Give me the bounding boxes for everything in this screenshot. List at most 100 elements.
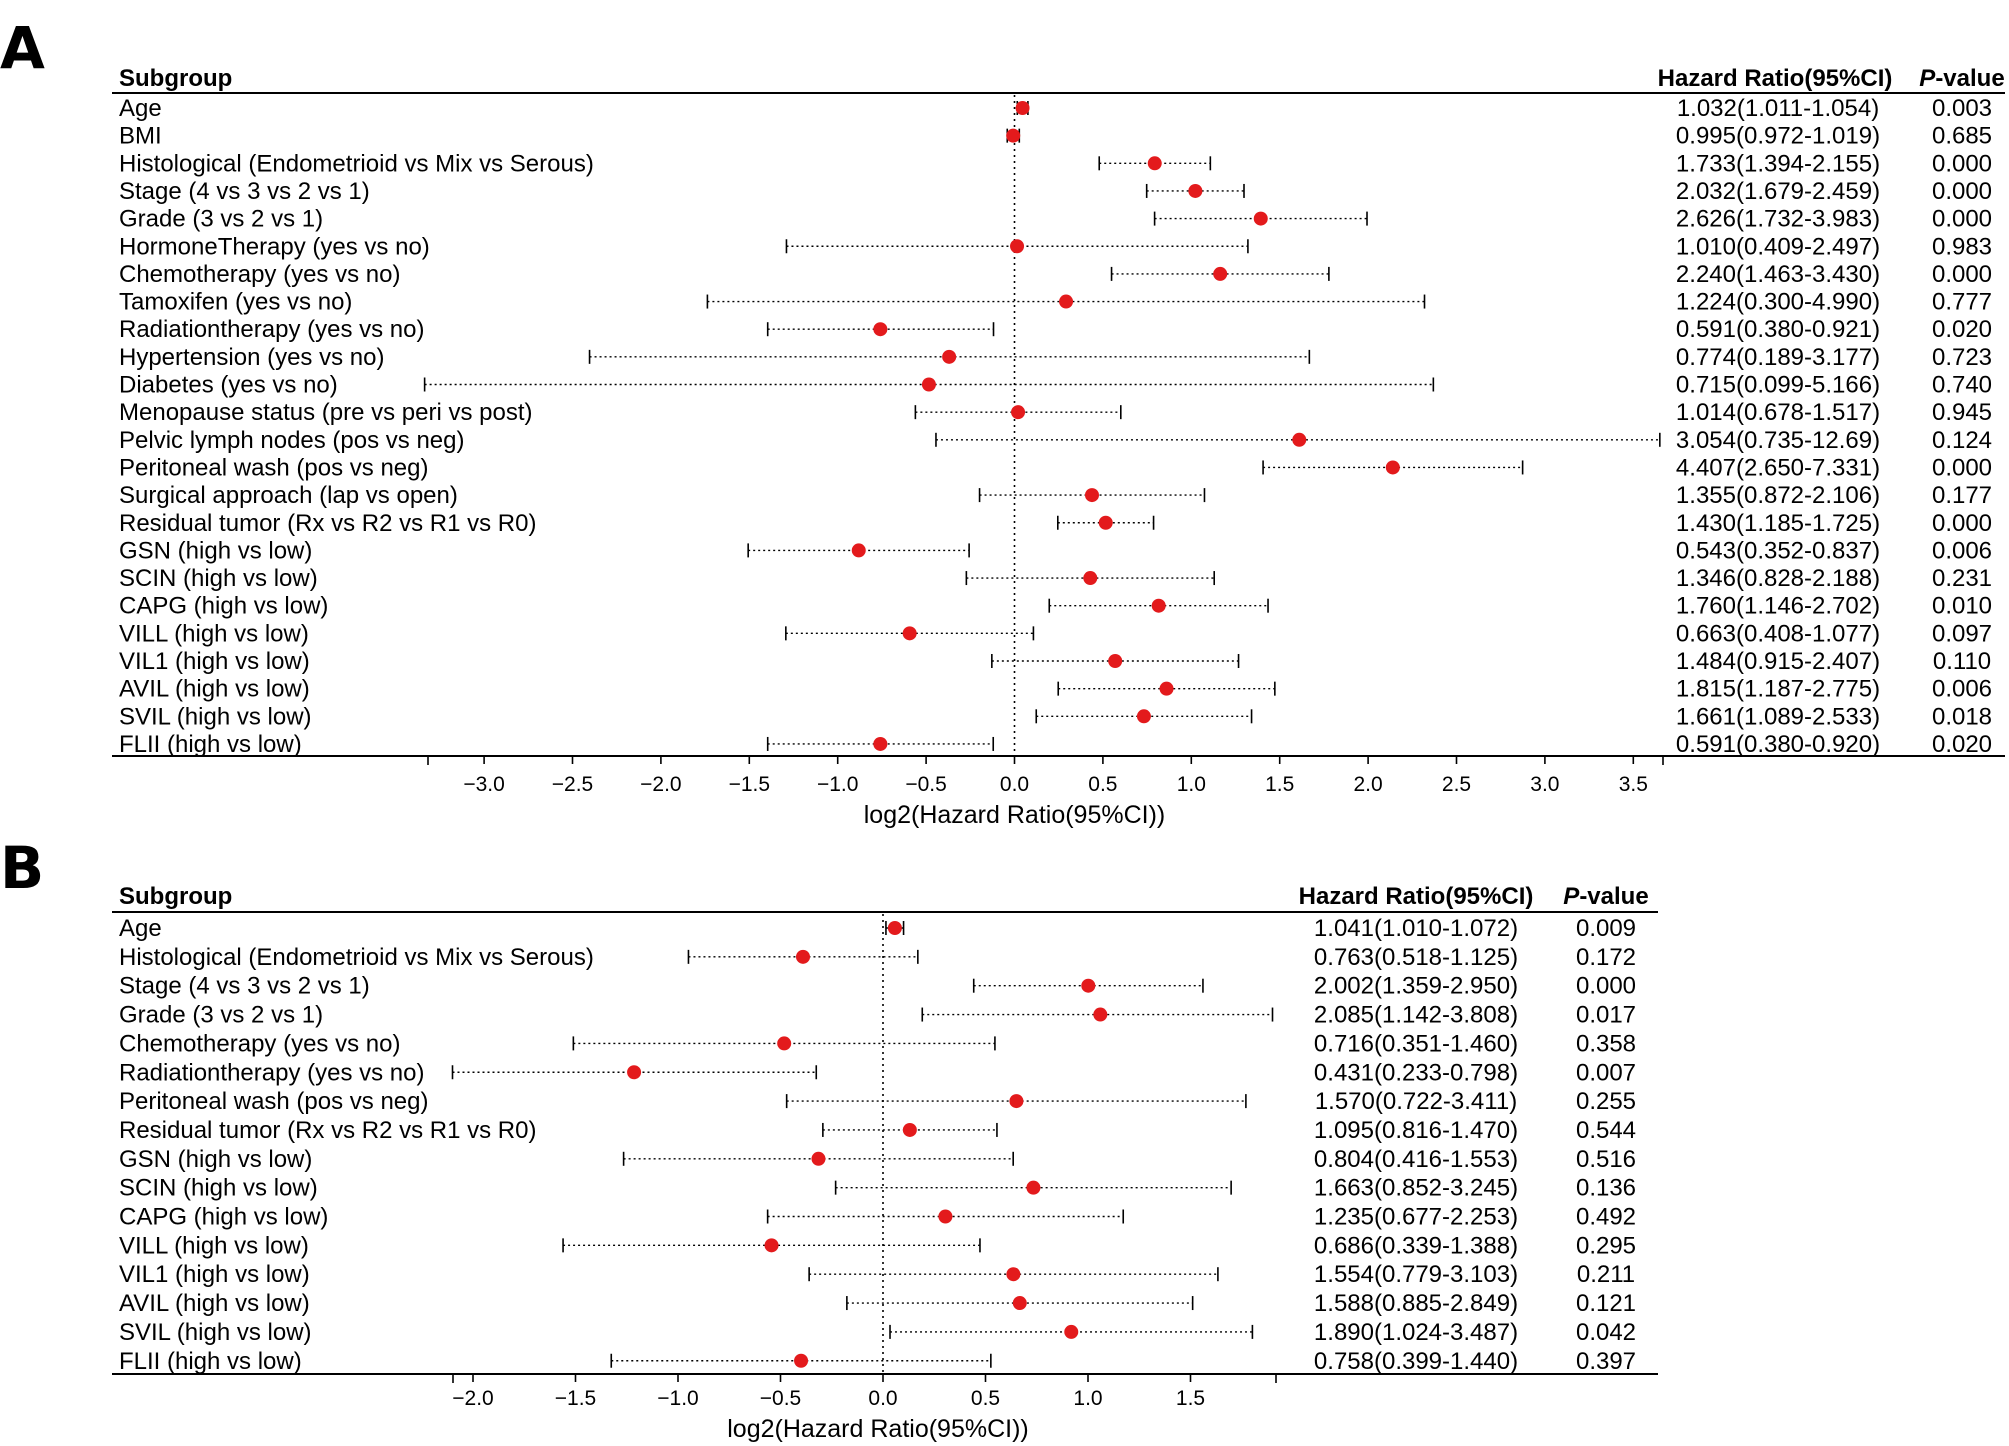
hazard-ratio-value: 1.235(0.677-2.253) (1314, 1204, 1518, 1231)
p-value: 0.685 (1932, 123, 1992, 150)
hazard-ratio-value: 2.032(1.679-2.459) (1676, 178, 1880, 205)
row-label: Peritoneal wash (pos vs neg) (119, 454, 429, 481)
table-row: AVIL (high vs low) 1.588(0.885-2.849) 0.12… (119, 1290, 1636, 1317)
p-value: 0.000 (1576, 973, 1636, 1000)
hazard-ratio-value: 0.663(0.408-1.077) (1676, 620, 1880, 647)
p-value: 0.042 (1576, 1319, 1636, 1346)
hazard-ratio-value: 1.661(1.089-2.533) (1676, 703, 1880, 730)
hazard-ratio-value: 0.715(0.099-5.166) (1676, 372, 1880, 399)
table-row: Stage (4 vs 3 vs 2 vs 1) 2.032(1.679-2.45… (119, 178, 1992, 205)
p-value: 0.000 (1932, 178, 1992, 205)
x-axis-title: log2(Hazard Ratio(95%CI)) (727, 1415, 1029, 1443)
x-tick-label: −3.0 (463, 773, 504, 796)
table-row: BMI 0.995(0.972-1.019) 0.685 (119, 123, 1992, 150)
hazard-ratio-point (811, 1151, 826, 1166)
p-value: 0.018 (1932, 703, 1992, 730)
p-value: 0.006 (1932, 537, 1992, 564)
x-tick-label: 3.0 (1530, 773, 1559, 796)
table-row: SCIN (high vs low) 1.346(0.828-2.188) 0.23… (119, 565, 1992, 592)
hazard-ratio-value: 1.733(1.394-2.155) (1676, 150, 1880, 177)
table-row: CAPG (high vs low) 1.235(0.677-2.253) 0.49… (119, 1204, 1636, 1231)
row-label: Hypertension (yes vs no) (119, 344, 384, 371)
hazard-ratio-point (1083, 571, 1098, 586)
hazard-ratio-value: 0.431(0.233-0.798) (1314, 1059, 1518, 1086)
row-label: VILL (high vs low) (119, 1232, 309, 1259)
hazard-ratio-point (777, 1036, 792, 1051)
hazard-ratio-point (887, 921, 902, 935)
hazard-ratio-value: 1.554(0.779-3.103) (1314, 1261, 1518, 1288)
hazard-ratio-value: 1.346(0.828-2.188) (1676, 565, 1880, 592)
p-value: 0.740 (1932, 372, 1992, 399)
row-label: Chemotherapy (yes vs no) (119, 1030, 400, 1057)
table-row: Menopause status (pre vs peri vs post) 1.… (119, 399, 1992, 426)
row-label: Residual tumor (Rx vs R2 vs R1 vs R0) (119, 1117, 536, 1144)
row-label: Histological (Endometrioid vs Mix vs Ser… (119, 150, 594, 177)
hazard-ratio-value: 2.002(1.359-2.950) (1314, 973, 1518, 1000)
p-value: 0.295 (1576, 1232, 1636, 1259)
row-label: Histological (Endometrioid vs Mix vs Ser… (119, 944, 594, 971)
x-axis: −3.0 −2.5 −2.0 −1.5 −1.0 −0.5 0.0 0.5 1.0 1.5 2.0 2… (427, 756, 1664, 829)
p-value: 0.000 (1932, 150, 1992, 177)
panel-letter: B (0, 834, 44, 902)
panel-letter: A (0, 14, 45, 82)
p-value: 0.110 (1933, 648, 1991, 675)
hazard-ratio-point (764, 1238, 779, 1253)
table-row: SVIL (high vs low) 1.890(1.024-3.487) 0.04… (119, 1319, 1636, 1346)
p-value-header-italic: P (1919, 65, 1936, 92)
table-row: Peritoneal wash (pos vs neg) 1.570(0.722-… (119, 1088, 1636, 1115)
row-label: Grade (3 vs 2 vs 1) (119, 206, 323, 233)
row-label: SCIN (high vs low) (119, 565, 318, 592)
hazard-ratio-point (627, 1065, 642, 1080)
p-value: 0.007 (1576, 1059, 1636, 1086)
hazard-ratio-value: 0.995(0.972-1.019) (1676, 123, 1880, 150)
table-row: Tamoxifen (yes vs no) 1.224(0.300-4.990) 0… (119, 289, 1992, 316)
hazard-ratio-value: 0.716(0.351-1.460) (1314, 1030, 1518, 1057)
p-value-header-rest: -value (1579, 883, 1648, 910)
p-value-header: P-value (1919, 65, 2004, 92)
hazard-ratio-point (1084, 488, 1099, 503)
hazard-ratio-point (1147, 156, 1162, 171)
row-label: Age (119, 95, 162, 122)
table-row: Surgical approach (lap vs open) 1.355(0.8… (119, 482, 1992, 509)
row-label: FLII (high vs low) (119, 1348, 302, 1375)
row-label: Radiationtherapy (yes vs no) (119, 1059, 424, 1086)
x-tick-label: −0.5 (760, 1387, 801, 1410)
table-row: CAPG (high vs low) 1.760(1.146-2.702) 0.01… (119, 593, 1992, 620)
p-value: 0.136 (1576, 1175, 1636, 1202)
row-label: SVIL (high vs low) (119, 1319, 312, 1346)
p-value: 0.003 (1932, 95, 1992, 122)
forest-panel-b: B Subgroup Hazard Ratio(95%CI) P-value Age 1.… (0, 834, 1658, 1443)
row-label: FLII (high vs low) (119, 731, 302, 758)
hazard-ratio-value: 1.815(1.187-2.775) (1676, 676, 1880, 703)
hazard-ratio-value: 0.804(0.416-1.553) (1314, 1146, 1518, 1173)
x-tick-label: −2.0 (640, 773, 681, 796)
p-value: 0.177 (1932, 482, 1992, 509)
hazard-ratio-point (1012, 1296, 1027, 1311)
x-tick-label: 2.5 (1442, 773, 1471, 796)
p-value: 0.010 (1932, 593, 1992, 620)
x-tick-label: 1.5 (1265, 773, 1294, 796)
hazard-ratio-value: 1.355(0.872-2.106) (1676, 482, 1880, 509)
hazard-ratio-point (1151, 598, 1166, 613)
p-value: 0.097 (1932, 620, 1992, 647)
row-label: Tamoxifen (yes vs no) (119, 289, 352, 316)
hazard-ratio-point (873, 322, 888, 337)
table-row: VIL1 (high vs low) 1.484(0.915-2.407) 0.11… (119, 648, 1991, 675)
row-label: Stage (4 vs 3 vs 2 vs 1) (119, 973, 370, 1000)
hazard-ratio-value: 1.570(0.722-3.411) (1315, 1088, 1517, 1115)
table-row: AVIL (high vs low) 1.815(1.187-2.775) 0.00… (119, 676, 1992, 703)
p-value: 0.000 (1932, 510, 1992, 537)
p-value-header: P-value (1563, 883, 1648, 910)
table-row: Peritoneal wash (pos vs neg) 4.407(2.650-… (119, 454, 1992, 481)
row-label: HormoneTherapy (yes vs no) (119, 233, 430, 260)
row-label: VILL (high vs low) (119, 620, 309, 647)
x-tick-label: 1.0 (1073, 1387, 1102, 1410)
table-row: Residual tumor (Rx vs R2 vs R1 vs R0) 1.0… (119, 1117, 1636, 1144)
hazard-ratio-point (902, 626, 917, 641)
row-label: Diabetes (yes vs no) (119, 372, 338, 399)
hazard-ratio-value: 0.543(0.352-0.837) (1676, 537, 1880, 564)
table-row: Radiationtherapy (yes vs no) 0.591(0.380-… (119, 316, 1992, 343)
table-row: Histological (Endometrioid vs Mix vs Ser… (119, 150, 1992, 177)
hazard-ratio-point (902, 1122, 917, 1137)
hazard-ratio-point (1006, 128, 1021, 143)
